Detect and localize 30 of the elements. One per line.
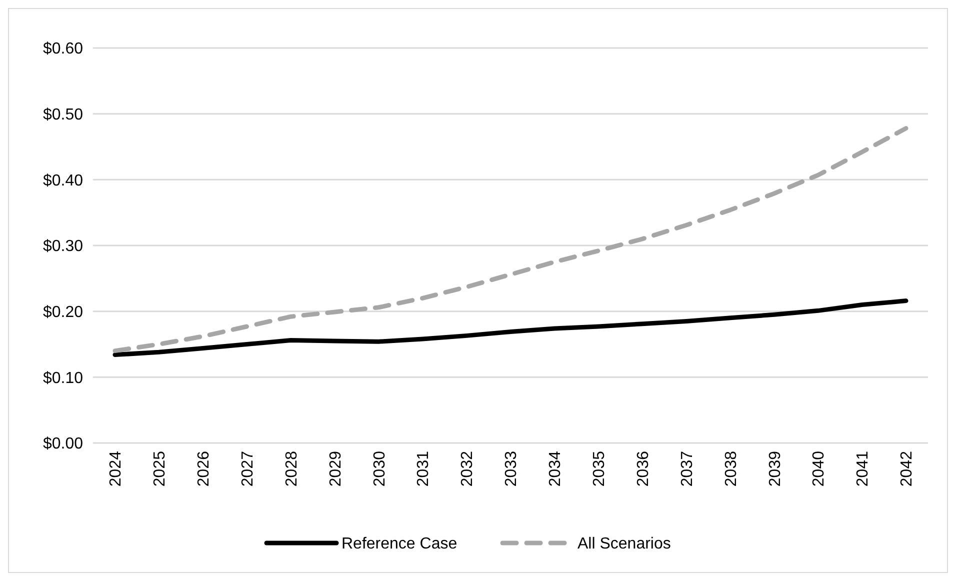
x-tick-label: 2033 — [503, 450, 520, 487]
x-tick-label: 2034 — [547, 450, 564, 487]
x-tick-label: 2026 — [195, 450, 212, 487]
x-tick-label: 2040 — [810, 450, 828, 487]
line-series — [112, 298, 908, 358]
x-tick-label: 2041 — [854, 450, 872, 487]
y-tick-label: $0.10 — [42, 370, 84, 387]
line-series — [112, 126, 908, 354]
x-tick-label: 2035 — [590, 450, 608, 487]
y-tick-label: $0.30 — [42, 238, 84, 256]
x-tick-label: 2027 — [239, 450, 256, 487]
x-tick-label: 2028 — [283, 450, 300, 487]
y-tick-label: $0.40 — [42, 172, 84, 190]
x-tick-label: 2029 — [327, 450, 344, 487]
y-tick-label: $0.50 — [42, 106, 84, 124]
x-tick-label: 2036 — [634, 450, 652, 487]
y-tick-label: $0.00 — [42, 436, 84, 453]
x-tick-label: 2032 — [459, 450, 476, 487]
legend-label: Reference Case — [342, 536, 458, 553]
x-tick-label: 2038 — [722, 450, 740, 487]
x-tick-label: 2039 — [766, 450, 784, 487]
x-tick-label: 2025 — [152, 450, 169, 487]
y-tick-label: $0.20 — [42, 304, 84, 321]
y-tick-label: $0.60 — [42, 40, 84, 58]
x-tick-label: 2042 — [898, 450, 916, 487]
x-tick-label: 2024 — [108, 450, 125, 487]
x-tick-label: 2031 — [415, 450, 432, 487]
x-tick-label: 2030 — [371, 450, 388, 487]
x-tick-label: 2037 — [678, 450, 696, 487]
legend-label: All Scenarios — [578, 536, 671, 553]
